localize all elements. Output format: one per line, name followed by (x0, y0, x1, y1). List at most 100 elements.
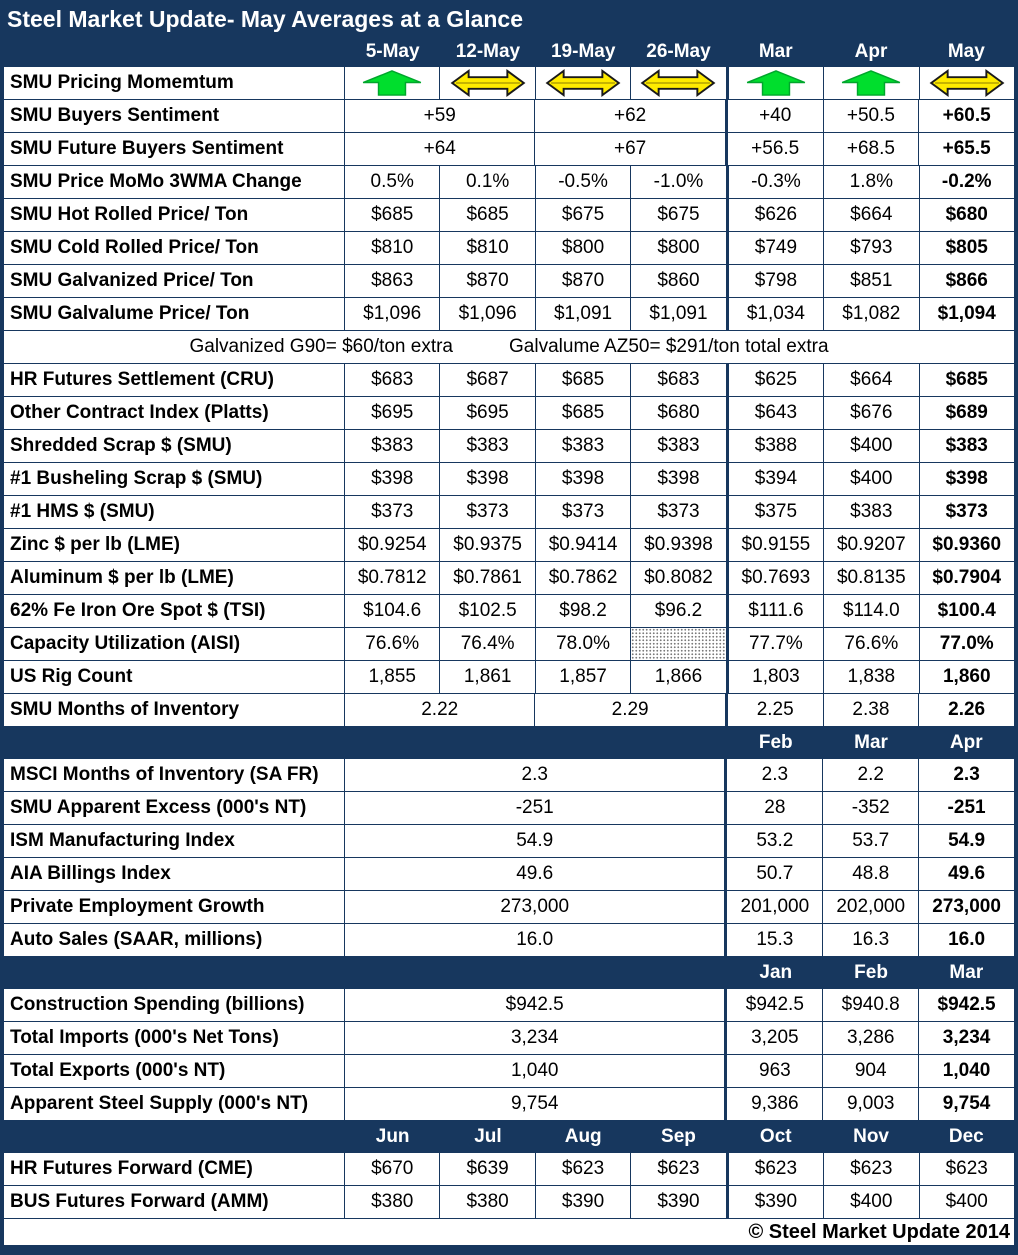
column-header: Mar (854, 732, 888, 753)
row-label: SMU Future Buyers Sentiment (4, 133, 345, 166)
table-row: Aluminum $ per lb (LME) $0.7812 $0.7861 $0.… (4, 562, 1014, 595)
data-cell: 16.3 (823, 924, 920, 957)
data-cell: 1,838 (824, 661, 920, 694)
row-label: SMU Galvalume Price/ Ton (4, 298, 345, 331)
row-label: BUS Futures Forward (AMM) (4, 1186, 345, 1219)
row-label: Private Employment Growth (4, 891, 345, 924)
table-row: Total Imports (000's Net Tons) 3,234 3,205… (4, 1022, 1014, 1055)
data-cell: $390 (535, 1186, 632, 1219)
note-row: Galvanized G90= $60/ton extra Galvalume A… (4, 331, 1014, 364)
row-label: HR Futures Forward (CME) (4, 1153, 345, 1186)
table-row: SMU Galvanized Price/ Ton $863 $870 $870 $86… (4, 265, 1014, 298)
table-row: Shredded Scrap $ (SMU) $383 $383 $383 $383 $3… (4, 430, 1014, 463)
data-cell: -0.3% (726, 166, 825, 199)
momentum-sideways-arrow-icon (631, 67, 727, 100)
momentum-up-arrow-icon (726, 67, 825, 100)
data-cell: $394 (726, 463, 825, 496)
column-header: 5-May (365, 41, 420, 62)
table-row: SMU Pricing Momemtum (4, 67, 1014, 100)
data-cell: 3,205 (725, 1022, 824, 1055)
table-row: SMU Future Buyers Sentiment +64 +67 +56.5 +6… (4, 133, 1014, 166)
column-header-blank (631, 957, 726, 989)
data-cell: 16.0 (919, 924, 1014, 957)
data-cell: $380 (440, 1186, 536, 1219)
data-cell: $940.8 (823, 989, 920, 1022)
data-cell: $639 (440, 1153, 536, 1186)
row-label: SMU Pricing Momemtum (4, 67, 345, 100)
table-row: #1 Busheling Scrap $ (SMU) $398 $398 $398 $3… (4, 463, 1014, 496)
column-header: Mar (949, 962, 984, 983)
data-cell: 1,857 (535, 661, 632, 694)
column-header: Apr (854, 41, 888, 62)
data-cell: $685 (535, 364, 632, 397)
data-cell: $375 (726, 496, 825, 529)
data-cell: 202,000 (823, 891, 920, 924)
row-label: Construction Spending (billions) (4, 989, 345, 1022)
data-cell: $383 (631, 430, 727, 463)
data-cell: $675 (631, 199, 727, 232)
table-row: Capacity Utilization (AISI) 76.6% 76.4% 78.… (4, 628, 1014, 661)
data-cell: $623 (535, 1153, 632, 1186)
data-cell: $373 (440, 496, 536, 529)
data-cell: -0.5% (535, 166, 632, 199)
data-cell: $685 (345, 199, 441, 232)
row-label: Total Exports (000's NT) (4, 1055, 345, 1088)
data-cell: 77.7% (726, 628, 825, 661)
data-cell: 16.0 (345, 924, 726, 957)
extras-note-cell: Galvanized G90= $60/ton extra Galvalume A… (4, 331, 1014, 364)
hatched-empty-cell (631, 628, 727, 661)
row-label: MSCI Months of Inventory (SA FR) (4, 759, 345, 792)
data-cell: 2.26 (919, 694, 1014, 727)
column-header: Apr (949, 732, 983, 753)
column-header: Feb (726, 727, 823, 759)
data-cell: $685 (535, 397, 632, 430)
data-cell: $863 (345, 265, 441, 298)
data-cell: +59 (345, 100, 536, 133)
data-cell: 273,000 (345, 891, 726, 924)
row-label: SMU Months of Inventory (4, 694, 345, 727)
table-row: SMU Buyers Sentiment +59 +62 +40 +50.5 +60.5 (4, 100, 1014, 133)
data-cell: $680 (919, 199, 1014, 232)
data-cell: $0.9375 (440, 529, 536, 562)
data-cell: $800 (535, 232, 632, 265)
row-label: Other Contract Index (Platts) (4, 397, 345, 430)
table-row: Other Contract Index (Platts) $695 $695 $68… (4, 397, 1014, 430)
data-cell: $0.7861 (440, 562, 536, 595)
data-cell: $695 (440, 397, 536, 430)
data-cell: $0.7862 (535, 562, 632, 595)
table-row: Auto Sales (SAAR, millions) 16.0 15.3 16.3 1… (4, 924, 1014, 957)
column-header-blank (440, 957, 535, 989)
data-cell: $398 (919, 463, 1014, 496)
column-header: Sep (661, 1126, 696, 1147)
data-cell: 53.7 (823, 825, 920, 858)
data-cell: 1,803 (726, 661, 825, 694)
up-arrow-glyph (842, 70, 901, 96)
column-header-spacer (4, 727, 345, 759)
data-cell: +62 (535, 100, 726, 133)
data-cell: $102.5 (440, 595, 536, 628)
data-cell: $689 (919, 397, 1014, 430)
table-row: MSCI Months of Inventory (SA FR) 2.3 2.3 2.… (4, 759, 1014, 792)
row-label: AIA Billings Index (4, 858, 345, 891)
data-cell: $860 (631, 265, 727, 298)
data-cell: 1,866 (631, 661, 727, 694)
data-cell: 50.7 (725, 858, 824, 891)
data-cell: $400 (824, 430, 920, 463)
table-row: #1 HMS $ (SMU) $373 $373 $373 $373 $375 $383 $3… (4, 496, 1014, 529)
row-label: #1 Busheling Scrap $ (SMU) (4, 463, 345, 496)
data-cell: -251 (345, 792, 726, 825)
data-cell: $810 (440, 232, 536, 265)
row-label: SMU Apparent Excess (000's NT) (4, 792, 345, 825)
data-cell: 1,040 (345, 1055, 726, 1088)
row-label: Total Imports (000's Net Tons) (4, 1022, 345, 1055)
data-cell: 2.29 (535, 694, 726, 727)
data-cell: $400 (824, 463, 920, 496)
column-header: Dec (948, 1126, 984, 1147)
table-row: Private Employment Growth 273,000 201,000 2… (4, 891, 1014, 924)
section-header-row: Jan Feb Mar (4, 957, 1014, 989)
data-cell: 9,754 (345, 1088, 726, 1121)
row-label: Apparent Steel Supply (000's NT) (4, 1088, 345, 1121)
column-header: Jul (474, 1126, 502, 1147)
data-cell: -251 (919, 792, 1014, 825)
